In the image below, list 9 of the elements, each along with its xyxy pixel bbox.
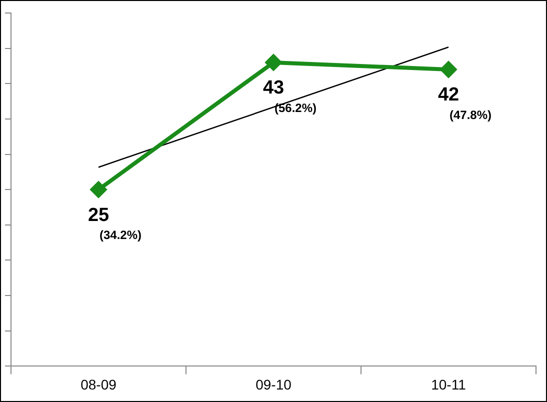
- x-tick-label: 08-09: [80, 376, 117, 392]
- x-tick-label: 10-11: [431, 376, 466, 392]
- data-label: 43: [262, 78, 284, 99]
- x-tick-label: 09-10: [256, 376, 292, 392]
- data-label: 25: [88, 204, 110, 226]
- annotation: (47.8%): [449, 108, 492, 122]
- data-label: 42: [438, 84, 460, 106]
- annotation: (34.2%): [99, 228, 142, 242]
- annotation: (56.2%): [274, 100, 317, 115]
